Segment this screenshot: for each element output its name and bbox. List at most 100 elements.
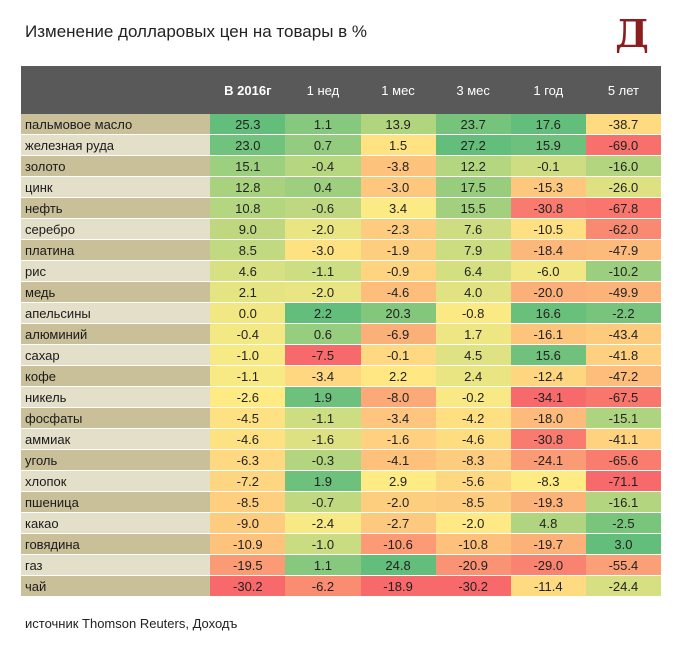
row-name-cell: никель [21, 386, 211, 408]
value-cell: -19.5 [210, 554, 286, 576]
header-cell-1w: 1 нед [285, 66, 361, 114]
value-cell: -67.5 [585, 386, 661, 408]
table-row: нефть 10.8 -0.6 3.4 15.5 -30.8 -67.8 [21, 197, 661, 219]
value-cell: 0.6 [285, 323, 361, 345]
value-cell: -4.6 [360, 281, 436, 303]
value-cell: -10.2 [585, 260, 661, 282]
row-name-cell: золото [21, 155, 211, 177]
value-cell: 25.3 [210, 114, 286, 135]
source-note: источник Thomson Reuters, Доходъ [25, 616, 238, 631]
value-cell: 23.0 [210, 134, 286, 156]
value-cell: -8.3 [435, 449, 511, 471]
value-cell: -0.9 [360, 260, 436, 282]
value-cell: 1.9 [285, 386, 361, 408]
value-cell: -2.3 [360, 218, 436, 240]
value-cell: -2.2 [585, 302, 661, 324]
table-row: рис 4.6 -1.1 -0.9 6.4 -6.0 -10.2 [21, 260, 661, 282]
value-cell: -1.9 [360, 239, 436, 261]
value-cell: 24.8 [360, 554, 436, 576]
value-cell: 3.0 [585, 533, 661, 555]
value-cell: -0.6 [285, 197, 361, 219]
table-row: серебро 9.0 -2.0 -2.3 7.6 -10.5 -62.0 [21, 218, 661, 240]
value-cell: -30.8 [510, 197, 586, 219]
value-cell: -16.1 [510, 323, 586, 345]
value-cell: -10.5 [510, 218, 586, 240]
table-row: цинк 12.8 0.4 -3.0 17.5 -15.3 -26.0 [21, 176, 661, 198]
value-cell: -41.1 [585, 428, 661, 450]
row-name-cell: газ [21, 554, 211, 576]
value-cell: -47.9 [585, 239, 661, 261]
row-name-cell: фосфаты [21, 407, 211, 429]
value-cell: 12.2 [435, 155, 511, 177]
table-header-row: В 2016г 1 нед 1 мес 3 мес 1 год 5 лет [21, 66, 661, 114]
value-cell: 1.5 [360, 134, 436, 156]
value-cell: -71.1 [585, 470, 661, 492]
value-cell: -4.1 [360, 449, 436, 471]
value-cell: 1.7 [435, 323, 511, 345]
row-name-cell: сахар [21, 344, 211, 366]
value-cell: -47.2 [585, 365, 661, 387]
value-cell: 17.5 [435, 176, 511, 198]
header-cell-name [21, 66, 211, 114]
value-cell: -8.5 [210, 491, 286, 513]
table-row: пальмовое масло 25.3 1.1 13.9 23.7 17.6 -38.7 [21, 114, 661, 135]
value-cell: 2.1 [210, 281, 286, 303]
value-cell: 27.2 [435, 134, 511, 156]
row-name-cell: алюминий [21, 323, 211, 345]
value-cell: -29.0 [510, 554, 586, 576]
header-cell-5y: 5 лет [585, 66, 661, 114]
value-cell: -20.0 [510, 281, 586, 303]
header-cell-2016: В 2016г [210, 66, 286, 114]
value-cell: 0.0 [210, 302, 286, 324]
value-cell: 8.5 [210, 239, 286, 261]
value-cell: -11.4 [510, 575, 586, 597]
table-row: пшеница -8.5 -0.7 -2.0 -8.5 -19.3 -16.1 [21, 491, 661, 513]
value-cell: -1.0 [210, 344, 286, 366]
value-cell: 4.6 [210, 260, 286, 282]
value-cell: 7.9 [435, 239, 511, 261]
table-row: аммиак -4.6 -1.6 -1.6 -4.6 -30.8 -41.1 [21, 428, 661, 450]
value-cell: 7.6 [435, 218, 511, 240]
value-cell: -0.4 [285, 155, 361, 177]
value-cell: -16.1 [585, 491, 661, 513]
value-cell: -24.1 [510, 449, 586, 471]
table-row: платина 8.5 -3.0 -1.9 7.9 -18.4 -47.9 [21, 239, 661, 261]
value-cell: -4.6 [435, 428, 511, 450]
table-row: апельсины 0.0 2.2 20.3 -0.8 16.6 -2.2 [21, 302, 661, 324]
value-cell: -2.0 [435, 512, 511, 534]
value-cell: -10.8 [435, 533, 511, 555]
value-cell: -67.8 [585, 197, 661, 219]
value-cell: -0.7 [285, 491, 361, 513]
value-cell: -2.0 [285, 218, 361, 240]
value-cell: -2.4 [285, 512, 361, 534]
row-name-cell: медь [21, 281, 211, 303]
header-cell-1m: 1 мес [360, 66, 436, 114]
table-row: чай -30.2 -6.2 -18.9 -30.2 -11.4 -24.4 [21, 575, 661, 597]
value-cell: -0.1 [510, 155, 586, 177]
row-name-cell: хлопок [21, 470, 211, 492]
value-cell: -10.9 [210, 533, 286, 555]
row-name-cell: нефть [21, 197, 211, 219]
value-cell: -1.6 [360, 428, 436, 450]
value-cell: -2.0 [285, 281, 361, 303]
row-name-cell: серебро [21, 218, 211, 240]
table-row: сахар -1.0 -7.5 -0.1 4.5 15.6 -41.8 [21, 344, 661, 366]
value-cell: -4.6 [210, 428, 286, 450]
value-cell: -30.2 [435, 575, 511, 597]
value-cell: -0.3 [285, 449, 361, 471]
table-row: какао -9.0 -2.4 -2.7 -2.0 4.8 -2.5 [21, 512, 661, 534]
value-cell: 9.0 [210, 218, 286, 240]
value-cell: 6.4 [435, 260, 511, 282]
value-cell: -2.6 [210, 386, 286, 408]
row-name-cell: чай [21, 575, 211, 597]
value-cell: -5.6 [435, 470, 511, 492]
value-cell: -4.2 [435, 407, 511, 429]
table-body: пальмовое масло 25.3 1.1 13.9 23.7 17.6 -38.7 ж… [21, 114, 661, 597]
header-cell-1y: 1 год [510, 66, 586, 114]
table-row: говядина -10.9 -1.0 -10.6 -10.8 -19.7 3.0 [21, 533, 661, 555]
table-row: газ -19.5 1.1 24.8 -20.9 -29.0 -55.4 [21, 554, 661, 576]
value-cell: -0.4 [210, 323, 286, 345]
value-cell: -62.0 [585, 218, 661, 240]
value-cell: -2.5 [585, 512, 661, 534]
value-cell: -26.0 [585, 176, 661, 198]
